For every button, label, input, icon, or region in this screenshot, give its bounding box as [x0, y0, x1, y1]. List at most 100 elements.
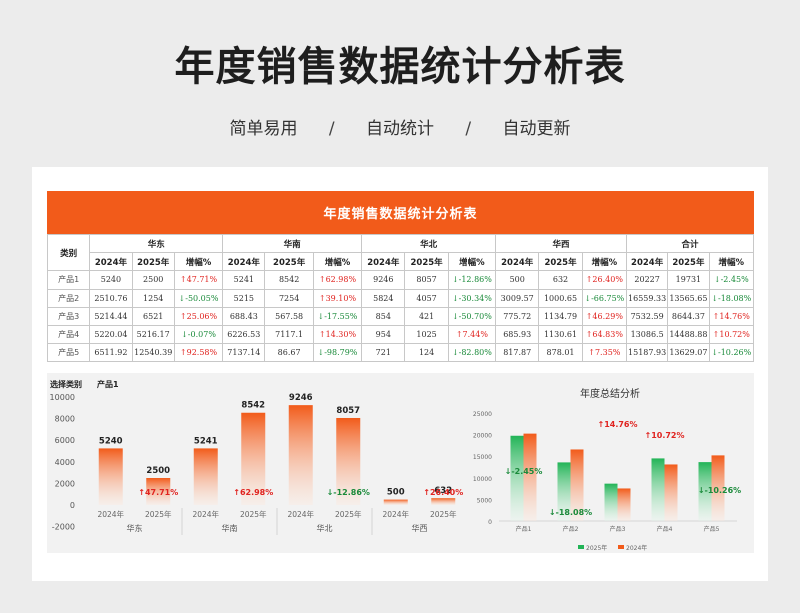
chart-panel: 选择类别 产品1 10000 8000 6000 4000 2000 0 -2000 5240… [47, 373, 754, 553]
column-header: 2025年 [264, 252, 314, 272]
spreadsheet-preview: 年度销售数据统计分析表 类别 华东 华南 华北 华西 合计 2024年 2025年… [32, 167, 768, 581]
value-cell: 7137.14 [222, 343, 266, 363]
bar [664, 464, 678, 521]
growth-cell: ↑14.30% [312, 324, 363, 345]
data-label: 5241 [194, 436, 218, 446]
x-tick-label: 产品4 [657, 525, 673, 533]
value-cell: 1134.79 [538, 306, 583, 326]
x-tick-label: 2024年 [97, 509, 124, 519]
value-cell: 124 [404, 343, 449, 363]
value-cell: 632 [538, 270, 583, 290]
growth-cell: ↑39.10% [312, 288, 363, 308]
value-cell: 3009.57 [495, 288, 540, 308]
bar [193, 448, 218, 505]
category-selector[interactable]: 产品1 [97, 380, 119, 389]
bar [557, 462, 571, 521]
bar [698, 462, 712, 521]
y-tick-label: 0 [488, 519, 492, 526]
category-header: 类别 [46, 233, 91, 272]
growth-cell: ↓-2.45% [708, 270, 755, 290]
bar [241, 412, 266, 505]
y-tick-label: 25000 [473, 411, 492, 418]
value-cell: 7254 [264, 288, 314, 308]
data-label: 8057 [336, 406, 360, 416]
y-tick-label: 6000 [55, 436, 75, 445]
column-header: 2025年 [538, 252, 583, 272]
data-label: 9246 [289, 393, 313, 403]
value-cell: 954 [361, 324, 406, 345]
growth-cell: ↑47.71% [173, 270, 224, 290]
value-cell: 5241 [222, 270, 266, 290]
bar [604, 483, 618, 521]
growth-cell: ↑62.98% [312, 270, 363, 290]
table-row: 产品1 5240 2500 ↑47.71% 5241 8542 ↑62.98% 9246 805… [46, 270, 755, 290]
legend-swatch [618, 545, 624, 549]
bar [288, 405, 313, 505]
tag-easy: 简单易用 [229, 119, 298, 139]
growth-cell: ↑7.35% [581, 343, 627, 363]
chart-title: 年度总结分析 [580, 387, 640, 400]
data-label: 5240 [99, 436, 123, 446]
y-tick-label: 2000 [55, 479, 75, 488]
y-tick-label: 20000 [473, 433, 492, 440]
table-row: 产品2 2510.76 1254 ↓-50.05% 5215 7254 ↑39.10% 582… [46, 288, 755, 308]
selector-label: 选择类别 [50, 380, 82, 389]
x-tick-label: 2025年 [430, 509, 457, 519]
column-header: 增幅% [173, 252, 224, 272]
value-cell: 12540.39 [131, 343, 175, 363]
growth-label: ↓-2.45% [505, 467, 543, 476]
y-tick-label: 10000 [473, 476, 492, 483]
bar [98, 448, 123, 505]
growth-cell: ↓-17.55% [312, 306, 363, 326]
value-cell: 567.58 [264, 306, 314, 326]
value-cell: 775.72 [495, 306, 540, 326]
growth-cell: ↓-66.75% [581, 288, 627, 308]
legend-swatch [578, 545, 584, 549]
x-tick-label: 2024年 [287, 509, 314, 519]
column-header: 2024年 [495, 252, 540, 272]
value-cell: 4057 [404, 288, 449, 308]
tag-separator: / [328, 119, 335, 139]
table-row: 产品5 6511.92 12540.39 ↑92.58% 7137.14 86.67 ↓-9… [46, 343, 755, 363]
value-cell: 6511.92 [89, 343, 133, 363]
column-header: 增幅% [312, 252, 363, 272]
group-label: 华南 [222, 523, 238, 533]
column-header: 2025年 [404, 252, 449, 272]
column-header: 2024年 [89, 252, 133, 272]
value-cell: 817.87 [495, 343, 540, 363]
x-tick-label: 2025年 [145, 509, 172, 519]
bar [651, 458, 665, 521]
tag-auto-update: 自动更新 [502, 119, 571, 139]
growth-cell: ↑92.58% [173, 343, 224, 363]
value-cell: 8057 [404, 270, 449, 290]
value-cell: 15187.93 [625, 343, 669, 363]
column-header: 增幅% [708, 252, 755, 272]
value-cell: 5215 [222, 288, 266, 308]
bar [617, 488, 631, 521]
growth-cell: ↓-82.80% [447, 343, 497, 363]
value-cell: 16559.33 [625, 288, 669, 308]
table-row: 产品3 5214.44 6521 ↑25.06% 688.43 567.58 ↓-17.55… [46, 306, 755, 326]
value-cell: 6521 [131, 306, 175, 326]
column-header: 2024年 [361, 252, 406, 272]
value-cell: 1025 [404, 324, 449, 345]
table-banner: 年度销售数据统计分析表 [47, 191, 754, 234]
region-header: 华西 [495, 233, 627, 254]
growth-label: ↓-10.26% [698, 486, 741, 495]
bar [711, 455, 725, 521]
value-cell: 5220.04 [89, 324, 133, 345]
value-cell: 1000.65 [538, 288, 583, 308]
y-tick-label: 15000 [473, 454, 492, 461]
tag-separator: / [465, 119, 472, 139]
value-cell: 7532.59 [625, 306, 669, 326]
region-header: 华北 [361, 233, 497, 254]
y-tick-label: 5000 [477, 497, 492, 504]
data-label: 8542 [241, 401, 265, 411]
x-tick-label: 产品2 [563, 525, 579, 533]
x-tick-label: 产品5 [704, 525, 720, 533]
data-label: 632 [434, 486, 452, 496]
value-cell: 5824 [361, 288, 406, 308]
value-cell: 2500 [131, 270, 175, 290]
y-tick-label: 4000 [55, 458, 75, 467]
growth-label: ↑14.76% [597, 420, 637, 429]
